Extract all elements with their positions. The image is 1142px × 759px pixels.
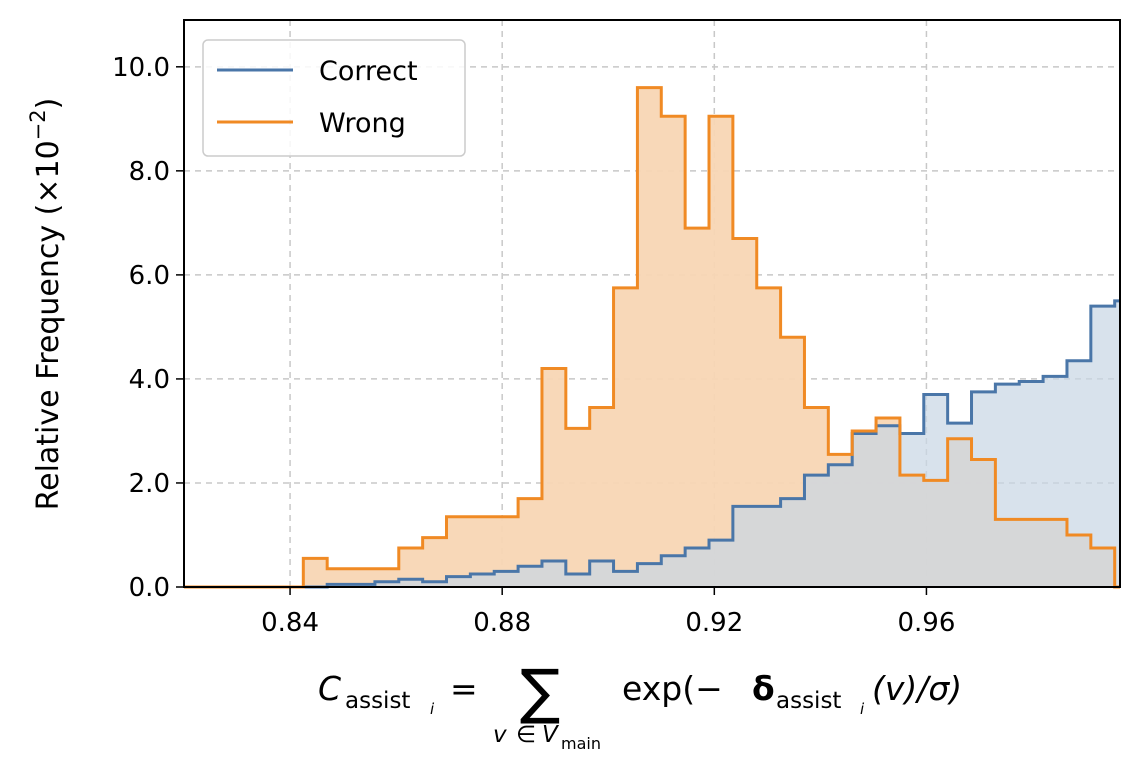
x-label-c-subsub: i (430, 700, 435, 718)
y-tick-label: 0.0 (129, 573, 170, 603)
y-tick-label: 6.0 (129, 261, 170, 291)
x-label-delta-subsub: i (860, 700, 865, 718)
y-tick-label: 10.0 (112, 53, 170, 83)
legend: Correct Wrong (202, 39, 466, 157)
x-label-delta: δ (752, 669, 775, 708)
x-tick-label: 0.88 (473, 608, 531, 638)
x-label-sum-in: ∈ (516, 722, 536, 748)
x-label-sum-set-sub: main (561, 734, 601, 753)
y-axis-label: Relative Frequency (×10−2) (26, 98, 66, 511)
y-tick-label: 4.0 (129, 365, 170, 395)
x-label-c: C (318, 669, 341, 708)
series-fill-correct (184, 300, 1120, 587)
y-axis-label-exponent: −2 (26, 109, 50, 140)
x-tick-label: 0.96 (897, 608, 955, 638)
series-line-wrong (184, 86, 1120, 589)
x-tick-label: 0.92 (685, 608, 743, 638)
x-label-arg: (v)/σ) (872, 669, 962, 708)
x-label-delta-sub: assist (776, 688, 841, 714)
legend-label-wrong: Wrong (319, 108, 406, 139)
x-label-c-sub: assist (345, 688, 410, 714)
x-label-equals: = (450, 669, 478, 708)
x-label-sum: ∑ (520, 657, 560, 727)
legend-label-correct: Correct (319, 56, 418, 87)
x-tick-label: 0.84 (261, 608, 319, 638)
x-label-sum-set: V (542, 722, 560, 748)
series-line-correct (184, 299, 1120, 589)
y-tick-label: 8.0 (129, 157, 170, 187)
y-axis-label-main: Relative Frequency (×10 (31, 140, 66, 510)
x-label-exp: exp(− (622, 669, 723, 708)
x-label-sum-var: v (493, 722, 507, 748)
y-tick-label: 2.0 (129, 469, 170, 499)
series-layer (184, 86, 1120, 589)
y-axis-label-close: ) (31, 98, 66, 110)
x-axis-label: C assist i = ∑ v ∈ V main exp(− δ assist… (318, 657, 962, 753)
plot-frame (183, 19, 1121, 588)
axis-ticks: 0.84 0.88 0.92 0.96 0.0 2.0 4.0 6.0 8.0 10.0 (112, 53, 955, 638)
